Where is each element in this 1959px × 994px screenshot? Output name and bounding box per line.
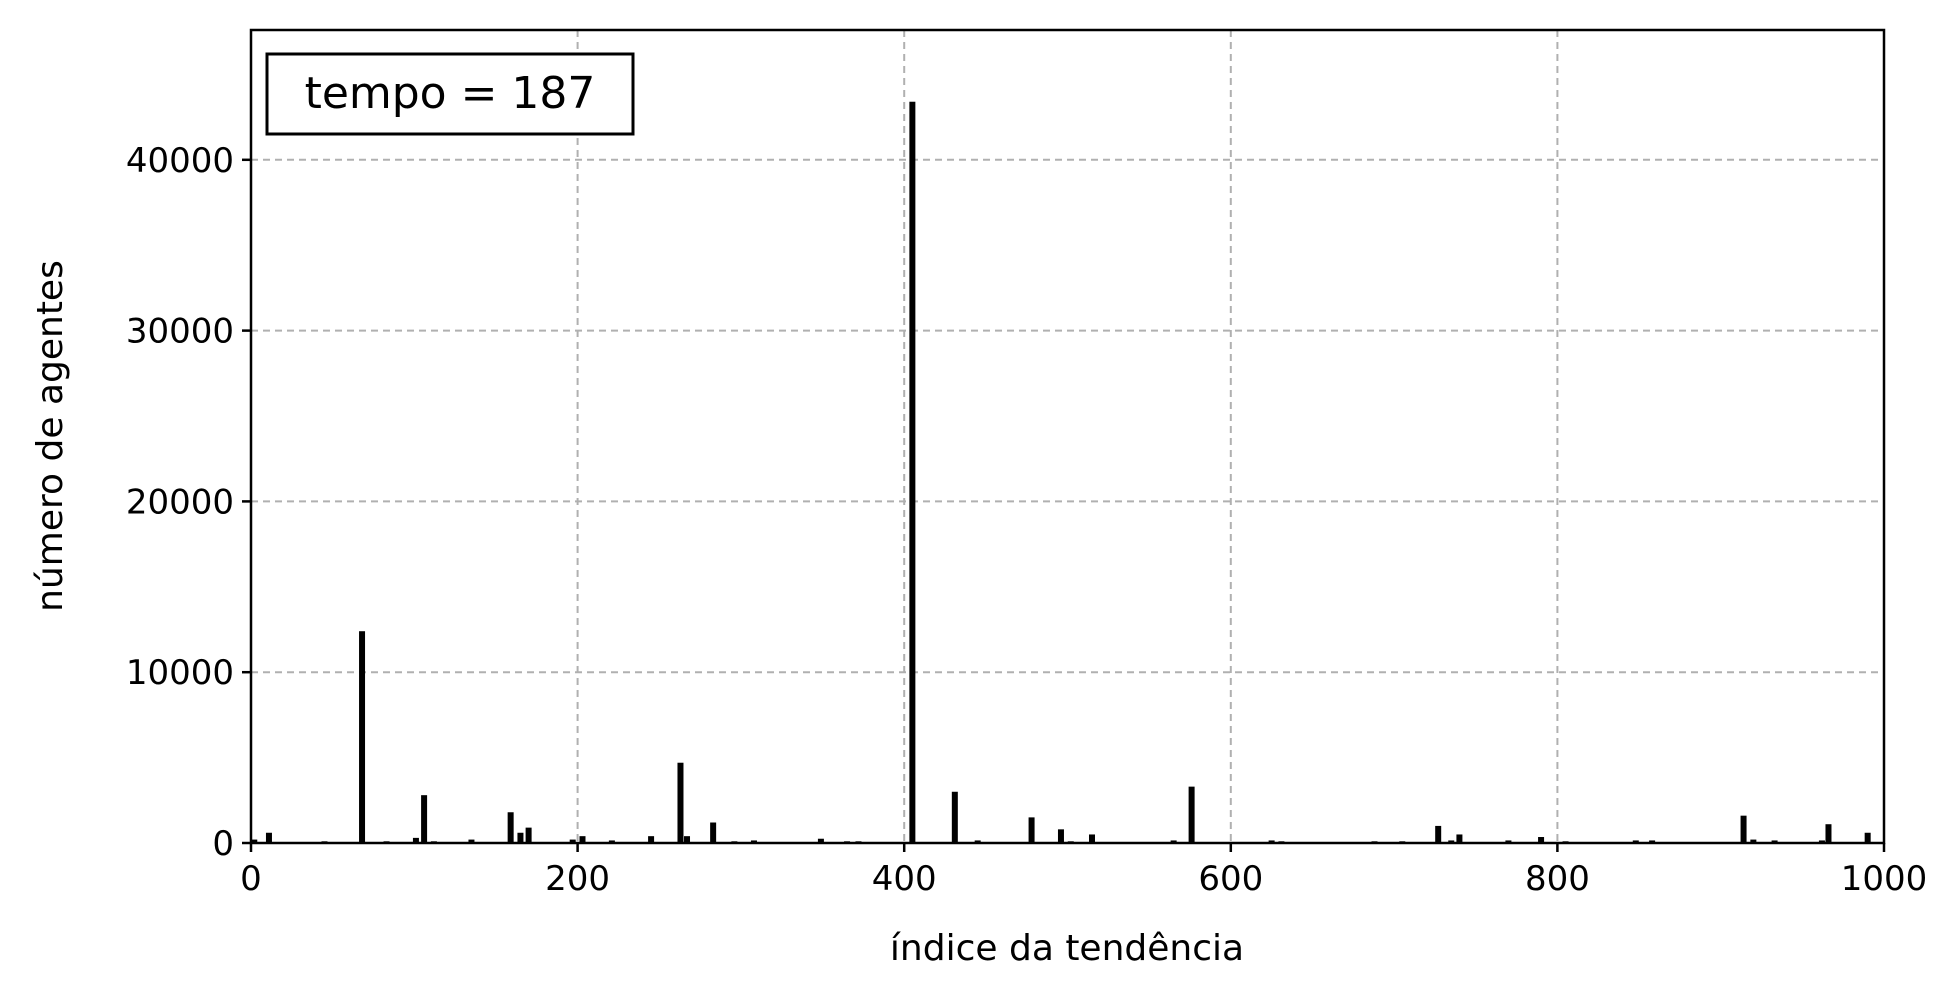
bar	[251, 839, 258, 843]
bar	[1864, 832, 1871, 843]
y-tick-label: 40000	[126, 141, 234, 181]
bar	[1188, 786, 1195, 843]
bar	[648, 836, 655, 843]
grid-lines	[251, 30, 1884, 843]
bar	[1825, 824, 1832, 843]
bar	[507, 812, 514, 843]
bar	[412, 837, 419, 843]
bar	[265, 832, 272, 843]
bar	[1538, 837, 1545, 843]
bar	[1088, 834, 1095, 843]
bar	[1456, 834, 1463, 843]
x-axis: 0 200 400 600 800 1000	[240, 843, 1927, 899]
bar	[579, 836, 586, 843]
annotation-text: tempo = 187	[305, 68, 596, 119]
bar	[468, 839, 475, 843]
bar	[951, 791, 958, 843]
plot-frame	[249, 28, 1886, 845]
bar	[517, 832, 524, 843]
bar	[684, 836, 691, 843]
bar	[569, 839, 576, 843]
x-tick-label: 600	[1198, 859, 1263, 899]
annotation-box: tempo = 187	[265, 52, 635, 136]
y-tick-label: 0	[212, 824, 234, 864]
bar	[1170, 840, 1177, 843]
bar	[608, 840, 615, 843]
y-tick-label: 10000	[126, 653, 234, 693]
bar	[909, 101, 916, 843]
y-tick-label: 20000	[126, 482, 234, 522]
bar	[1057, 829, 1064, 843]
x-tick-label: 800	[1525, 859, 1590, 899]
bar	[1771, 840, 1778, 843]
bar	[1505, 840, 1512, 843]
bar	[974, 840, 981, 843]
bar	[677, 762, 684, 843]
x-tick-label: 0	[240, 859, 262, 899]
bar	[1740, 815, 1747, 843]
bar	[421, 795, 428, 843]
y-axis-label: número de agentes	[30, 260, 71, 612]
bar	[1448, 840, 1455, 843]
bar	[750, 840, 757, 843]
bar	[525, 827, 532, 843]
y-axis: 0 10000 20000 30000 40000	[126, 141, 251, 864]
x-tick-label: 400	[872, 859, 937, 899]
x-tick-label: 200	[545, 859, 610, 899]
bar	[1435, 825, 1442, 843]
bar	[1649, 840, 1656, 843]
bar	[1750, 839, 1757, 843]
bar	[710, 822, 717, 843]
bars	[251, 101, 1871, 843]
y-tick-label: 30000	[126, 312, 234, 352]
bar	[817, 838, 824, 843]
bar	[1818, 840, 1825, 843]
bar	[1268, 840, 1275, 843]
bar	[1028, 817, 1035, 843]
bar	[1632, 840, 1639, 843]
x-axis-label: índice da tendência	[890, 928, 1244, 969]
bar	[359, 631, 366, 843]
x-tick-label: 1000	[1841, 859, 1928, 899]
